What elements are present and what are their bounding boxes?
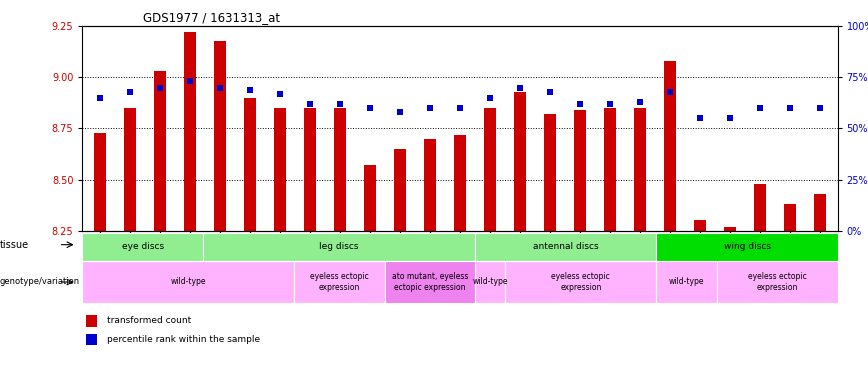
Bar [484,108,496,231]
Point [303,101,317,107]
Bar [475,261,505,303]
Bar [82,261,294,303]
Point [423,105,437,111]
Bar [784,204,796,231]
Bar [544,114,556,231]
Point [812,105,826,111]
Bar [184,32,196,231]
Point [243,87,257,93]
Bar [753,184,766,231]
Bar [214,40,227,231]
Text: percentile rank within the sample: percentile rank within the sample [108,335,260,344]
Bar [334,108,346,231]
Point [603,101,617,107]
Point [513,85,527,91]
Bar [86,334,97,345]
Bar [724,226,736,231]
Bar [385,261,475,303]
Bar [574,110,586,231]
Point [363,105,377,111]
Bar [656,261,717,303]
Text: wild-type: wild-type [170,278,206,286]
Bar [82,232,203,261]
Text: GDS1977 / 1631313_at: GDS1977 / 1631313_at [143,11,280,24]
Point [94,95,108,101]
Text: eye discs: eye discs [122,242,164,251]
Point [483,95,497,101]
Text: ato mutant, eyeless
ectopic expression: ato mutant, eyeless ectopic expression [391,272,468,292]
Point [543,88,557,94]
Point [633,99,647,105]
Bar [475,232,656,261]
Bar [155,71,167,231]
Point [273,91,287,97]
Bar [813,194,825,231]
Bar [514,92,526,231]
Bar [124,108,136,231]
Text: eyeless ectopic
expression: eyeless ectopic expression [551,272,610,292]
Bar [656,232,838,261]
Bar [203,232,475,261]
Bar [274,108,286,231]
Point [783,105,797,111]
Point [214,85,227,91]
Bar [634,108,646,231]
Text: transformed count: transformed count [108,316,192,326]
Point [453,105,467,111]
Text: wild-type: wild-type [669,278,704,286]
Bar [505,261,656,303]
Point [333,101,347,107]
Point [753,105,766,111]
Bar [664,61,676,231]
Point [723,115,737,121]
Bar [86,315,97,327]
Bar [365,165,376,231]
Point [693,115,707,121]
Bar [717,261,838,303]
Bar [95,132,107,231]
Point [573,101,587,107]
Bar [294,261,385,303]
Point [393,109,407,115]
Text: wing discs: wing discs [724,242,771,251]
Bar [394,149,406,231]
Text: wild-type: wild-type [472,278,508,286]
Point [154,85,168,91]
Text: genotype/variation: genotype/variation [0,278,80,286]
Bar [424,139,436,231]
Point [123,88,137,94]
Text: antennal discs: antennal discs [533,242,599,251]
Bar [604,108,616,231]
Text: eyeless ectopic
expression: eyeless ectopic expression [310,272,369,292]
Text: eyeless ectopic
expression: eyeless ectopic expression [748,272,806,292]
Bar [694,220,706,231]
Text: leg discs: leg discs [319,242,359,251]
Bar [304,108,316,231]
Point [663,88,677,94]
Bar [454,135,466,231]
Bar [244,98,256,231]
Point [183,78,197,84]
Text: tissue: tissue [0,240,30,250]
